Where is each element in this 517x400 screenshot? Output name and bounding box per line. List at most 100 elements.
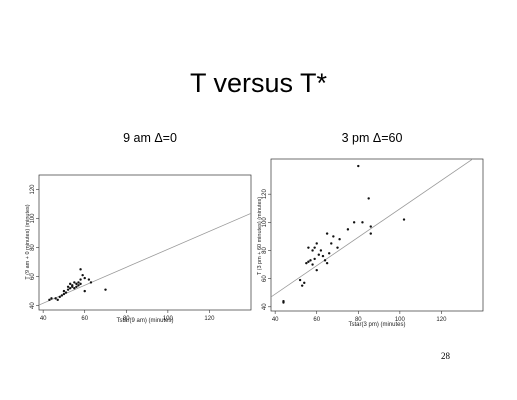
- x-tick-label: 80: [355, 317, 362, 323]
- data-point: [62, 292, 66, 296]
- left-chart-heading: 9 am Δ=0: [123, 131, 177, 145]
- x-axis-label: Tstar(3 pm) (minutes): [348, 322, 405, 328]
- data-point: [73, 281, 76, 284]
- data-point: [369, 225, 372, 228]
- fit-line-group: [271, 159, 474, 298]
- y-tick-label: 80: [262, 246, 268, 253]
- x-tick-label: 60: [81, 316, 88, 322]
- data-point: [68, 282, 72, 286]
- fit-line: [39, 212, 251, 306]
- data-point: [303, 281, 306, 285]
- x-tick-label: 120: [204, 316, 215, 322]
- data-point: [321, 254, 325, 258]
- y-tick-label: 120: [262, 189, 268, 200]
- data-point: [402, 218, 406, 221]
- axis-ticks: 40 60 80 100 120 40 60 80 100 120: [30, 184, 215, 322]
- data-points: [282, 164, 406, 304]
- y-tick-label: 120: [30, 184, 36, 195]
- data-point: [361, 221, 364, 224]
- data-point: [66, 285, 70, 288]
- data-point: [323, 259, 327, 262]
- data-point: [315, 242, 318, 245]
- y-tick-label: 60: [30, 273, 36, 280]
- fit-line: [271, 159, 474, 298]
- data-point: [83, 289, 86, 293]
- right-chart-heading: 3 pm Δ=60: [341, 131, 403, 145]
- data-point: [68, 287, 72, 290]
- data-point: [332, 235, 335, 238]
- data-point: [64, 291, 68, 294]
- y-tick-label: 60: [262, 275, 268, 282]
- data-point: [338, 238, 341, 241]
- x-tick-label: 100: [395, 317, 406, 323]
- data-point: [83, 276, 86, 280]
- data-point: [89, 281, 93, 284]
- data-point: [87, 278, 91, 281]
- data-point: [60, 294, 64, 297]
- data-point: [77, 281, 80, 284]
- data-points: [48, 268, 107, 302]
- y-axis-label: T (3 pm + 60 minutes) (minutes): [257, 197, 263, 275]
- data-point: [315, 268, 318, 272]
- x-tick-label: 80: [123, 316, 130, 322]
- data-point: [330, 242, 333, 245]
- data-point: [319, 249, 323, 252]
- data-point: [104, 288, 107, 291]
- data-point: [352, 221, 356, 224]
- right-scatter-plot: 40 60 80 100 120 40 60 80 100 120 Tstar(3 pm) (mi…: [257, 158, 484, 328]
- y-tick-label: 100: [262, 217, 268, 228]
- y-axis-label: T (9 am + 0 minutes) (minutes): [25, 204, 31, 279]
- y-tick-label: 100: [30, 213, 36, 224]
- x-tick-label: 40: [272, 317, 279, 323]
- data-point: [66, 288, 70, 291]
- data-point: [309, 259, 312, 262]
- data-point: [367, 197, 370, 200]
- data-point: [336, 246, 339, 249]
- data-point: [79, 282, 82, 286]
- data-point: [313, 246, 316, 249]
- data-point: [50, 297, 53, 300]
- y-tick-label: 40: [262, 303, 268, 310]
- x-tick-label: 60: [313, 317, 320, 323]
- data-point: [62, 289, 66, 293]
- plot-frame: [38, 174, 252, 311]
- x-tick-label: 100: [163, 316, 174, 322]
- data-point: [300, 284, 304, 287]
- y-tick-label: 80: [30, 244, 36, 251]
- data-point: [313, 257, 316, 261]
- data-point: [81, 273, 84, 277]
- data-point: [79, 268, 82, 271]
- plot-frame: [270, 158, 484, 312]
- data-point: [357, 164, 360, 168]
- data-point: [317, 253, 321, 256]
- data-point: [346, 228, 350, 231]
- x-tick-label: 40: [40, 316, 47, 322]
- data-point: [325, 232, 329, 235]
- data-point: [311, 249, 314, 252]
- data-point: [73, 287, 76, 290]
- data-point: [311, 263, 314, 266]
- fit-line-group: [39, 212, 251, 306]
- data-point: [369, 232, 372, 235]
- y-tick-label: 40: [30, 302, 36, 309]
- data-point: [56, 298, 59, 302]
- data-point: [327, 252, 331, 255]
- x-tick-label: 120: [436, 317, 447, 323]
- page-number: 28: [441, 351, 450, 361]
- axis-ticks: 40 60 80 100 120 40 60 80 100 120: [262, 189, 447, 323]
- data-point: [305, 261, 308, 265]
- data-point: [307, 260, 310, 263]
- data-point: [298, 278, 302, 282]
- data-point: [79, 278, 82, 281]
- left-scatter-plot: 40 60 80 100 120 40 60 80 100 120 Tstar(9 am) (mi…: [25, 174, 252, 324]
- data-point: [77, 284, 80, 287]
- slide-title: T versus T*: [189, 68, 328, 98]
- data-point: [282, 299, 285, 303]
- data-point: [75, 282, 78, 286]
- x-axis-label: Tstar(9 am) (minutes): [116, 318, 173, 324]
- data-point: [48, 298, 51, 302]
- data-point: [307, 246, 310, 249]
- data-point: [58, 295, 61, 299]
- data-point: [75, 285, 78, 288]
- data-point: [325, 261, 329, 265]
